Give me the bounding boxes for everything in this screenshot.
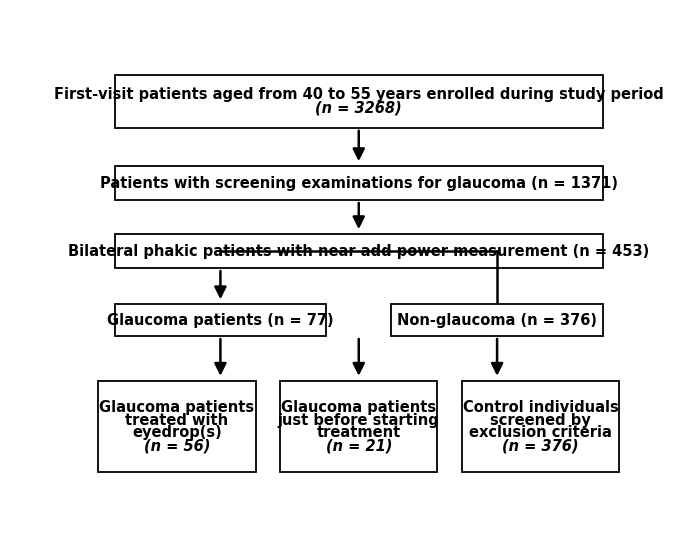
FancyBboxPatch shape (115, 75, 603, 128)
Text: exclusion criteria: exclusion criteria (469, 426, 612, 440)
Text: screened by: screened by (490, 412, 591, 428)
Text: Patients with screening examinations for glaucoma (n = 1371): Patients with screening examinations for… (99, 176, 617, 190)
FancyBboxPatch shape (115, 234, 603, 268)
Text: just before starting: just before starting (278, 412, 440, 428)
Text: Control individuals: Control individuals (463, 400, 618, 415)
FancyBboxPatch shape (98, 381, 256, 472)
Text: eyedrop(s): eyedrop(s) (132, 426, 222, 440)
Text: (n = 21): (n = 21) (326, 438, 392, 453)
Text: (n = 3268): (n = 3268) (316, 100, 402, 115)
FancyBboxPatch shape (115, 166, 603, 200)
Text: Glaucoma patients: Glaucoma patients (281, 400, 436, 415)
FancyBboxPatch shape (280, 381, 438, 472)
Text: Glaucoma patients: Glaucoma patients (99, 400, 255, 415)
FancyBboxPatch shape (391, 304, 603, 336)
Text: Non-glaucoma (n = 376): Non-glaucoma (n = 376) (397, 312, 597, 328)
Text: First-visit patients aged from 40 to 55 years enrolled during study period: First-visit patients aged from 40 to 55 … (54, 87, 664, 103)
FancyBboxPatch shape (115, 304, 326, 336)
FancyBboxPatch shape (462, 381, 619, 472)
Text: treatment: treatment (316, 426, 401, 440)
Text: (n = 56): (n = 56) (144, 438, 210, 453)
Text: treated with: treated with (125, 412, 229, 428)
Text: (n = 376): (n = 376) (502, 438, 579, 453)
Text: Glaucoma patients (n = 77): Glaucoma patients (n = 77) (107, 312, 334, 328)
Text: Bilateral phakic patients with near add power measurement (n = 453): Bilateral phakic patients with near add … (68, 243, 650, 259)
